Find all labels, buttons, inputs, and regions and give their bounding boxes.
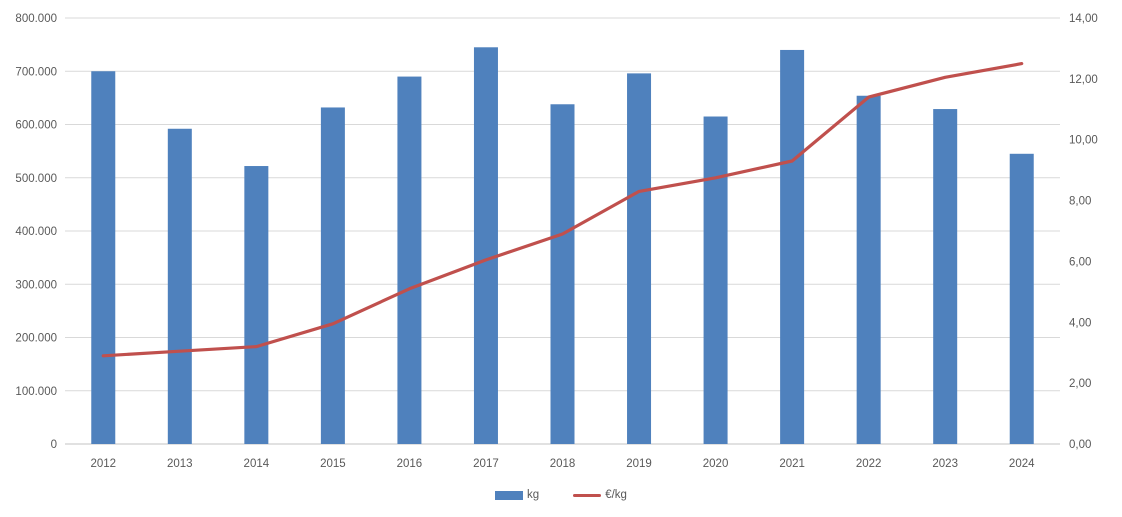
bar-2021 [780,49,805,444]
legend-item-kg: kg [495,489,540,502]
right-axis-tick-label: 10,00 [1069,135,1098,147]
bar-2014 [244,166,269,444]
kg-bar-swatch [495,491,524,501]
x-axis-category-label: 2014 [244,458,270,470]
left-axis-tick-label: 400.000 [15,226,57,238]
right-axis-tick-label: 2,00 [1069,378,1091,390]
legend-item-eur-per-kg: €/kg [573,489,627,502]
left-axis-tick-label: 300.000 [15,279,57,291]
bar-2018 [550,104,575,444]
bar-2020 [703,116,728,444]
left-axis-tick-label: 800.000 [15,13,57,25]
x-axis-category-label: 2013 [167,458,193,470]
right-axis-tick-label: 12,00 [1069,74,1098,86]
x-axis-category-label: 2017 [473,458,499,470]
eur-per-kg-line-swatch [573,494,602,498]
bar-2024 [1009,153,1034,444]
x-axis-category-label: 2015 [320,458,346,470]
right-axis-tick-label: 14,00 [1069,13,1098,25]
bar-2012 [91,71,116,444]
left-axis-tick-label: 100.000 [15,386,57,398]
eur-per-kg-legend-label: €/kg [605,489,627,501]
bar-2023 [933,109,958,445]
x-axis-category-label: 2020 [703,458,729,470]
x-axis-category-label: 2018 [550,458,576,470]
left-axis-tick-label: 700.000 [15,66,57,78]
chart-legend: kg €/kg [0,489,1122,502]
x-axis-category-label: 2012 [90,458,116,470]
right-axis-tick-label: 6,00 [1069,256,1091,268]
price-line [101,61,1024,358]
left-axis-tick-label: 600.000 [15,120,57,132]
bar-2016 [397,76,422,444]
left-axis-tick-label: 200.000 [15,333,57,345]
right-axis-tick-label: 0,00 [1069,439,1091,451]
combo-chart: 0 100.000 200.000 300.000 400.000 500.000 600.… [15,13,1098,470]
x-axis-category-label: 2024 [1009,458,1035,470]
kg-legend-label: kg [527,489,540,501]
x-axis-category-label: 2019 [626,458,652,470]
bar-2017 [473,47,498,444]
left-axis-tick-label: 500.000 [15,173,57,185]
bar-2022 [856,95,881,445]
x-axis-category-label: 2016 [397,458,423,470]
bar-2019 [627,73,652,444]
x-axis-category-label: 2023 [932,458,958,470]
bar-2015 [320,107,345,445]
bar-2013 [167,128,192,444]
right-axis-tick-label: 8,00 [1069,196,1091,208]
left-axis-tick-label: 0 [51,439,57,451]
x-axis-category-label: 2021 [779,458,805,470]
right-axis-tick-label: 4,00 [1069,317,1091,329]
x-axis-category-label: 2022 [856,458,882,470]
